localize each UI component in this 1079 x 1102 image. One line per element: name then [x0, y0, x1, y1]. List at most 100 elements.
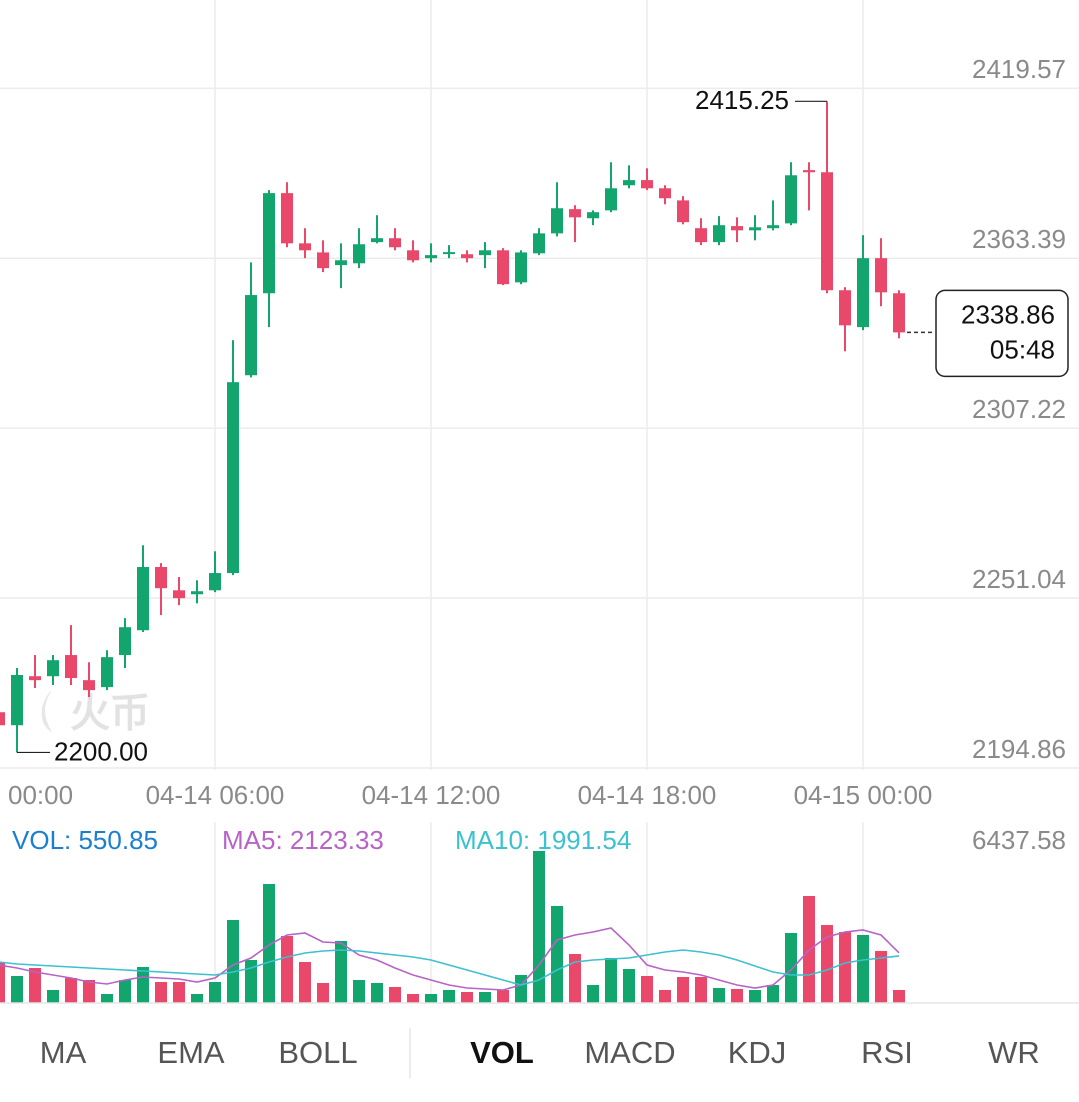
indicator-tab[interactable]: KDJ: [728, 1035, 787, 1070]
volume-bar: [749, 989, 761, 1003]
candle-body: [281, 193, 293, 244]
candle-body: [47, 660, 59, 677]
volume-bar: [11, 976, 23, 1003]
volume-bar: [569, 954, 581, 1003]
volume-bar: [461, 991, 473, 1003]
volume-bar: [785, 932, 797, 1003]
volume-bar: [371, 983, 383, 1003]
low-marker-label: 2200.00: [54, 736, 148, 766]
candle-body: [821, 172, 833, 291]
candle-body: [479, 250, 491, 256]
volume-bar: [101, 994, 113, 1003]
candle-body: [317, 252, 329, 269]
candle-body: [695, 228, 707, 243]
y-tick-label: 2307.22: [972, 394, 1066, 424]
volume-bar: [443, 989, 455, 1003]
candle-body: [155, 567, 167, 589]
volume-bar: [227, 920, 239, 1003]
legend-entry: MA5: 2123.33: [222, 825, 384, 855]
last-price-box: [935, 289, 1069, 378]
indicator-tab[interactable]: BOLL: [278, 1035, 357, 1070]
volume-bar: [317, 983, 329, 1003]
candle-body: [425, 255, 437, 259]
candle-body: [389, 238, 401, 248]
volume-bar: [839, 932, 851, 1003]
volume-bar: [83, 980, 95, 1003]
y-tick-label: 2363.39: [972, 224, 1066, 254]
y-tick-label: 6437.58: [972, 825, 1066, 855]
volume-bar: [191, 994, 203, 1003]
grid: [0, 0, 1079, 1003]
volume-bar: [407, 994, 419, 1003]
volume-bar: [29, 968, 41, 1003]
volume-bar: [389, 986, 401, 1003]
countdown-label: 05:48: [990, 334, 1055, 364]
volume-bar: [65, 977, 77, 1003]
indicator-tab[interactable]: VOL: [470, 1035, 534, 1070]
candle-body: [497, 250, 509, 285]
volume-bar: [119, 980, 131, 1003]
volume-bar: [353, 980, 365, 1003]
x-tick-label: 00:00: [8, 780, 73, 810]
volume-bar: [641, 976, 653, 1003]
volume-bar: [551, 906, 563, 1003]
candle-body: [839, 290, 851, 326]
candle-body: [335, 260, 347, 266]
watermark-logo: [41, 690, 52, 732]
volume-bar: [821, 925, 833, 1003]
volume-bar: [731, 988, 743, 1003]
candle-body: [191, 591, 203, 595]
candle-body: [407, 250, 419, 261]
indicator-tab[interactable]: RSI: [861, 1035, 913, 1070]
ma-line: [0, 927, 900, 991]
indicator-tab[interactable]: MA: [40, 1035, 87, 1070]
candle-body: [173, 590, 185, 599]
high-marker-label: 2415.25: [695, 85, 789, 115]
indicator-tab[interactable]: MACD: [584, 1035, 675, 1070]
volume-bar: [173, 982, 185, 1003]
volume-bar: [137, 966, 149, 1003]
candle-body: [11, 675, 23, 726]
candle-body: [101, 657, 113, 688]
candle-body: [569, 209, 581, 218]
candle-body: [605, 188, 617, 211]
volume-bar: [425, 994, 437, 1003]
candle-body: [371, 238, 383, 243]
candle-body: [137, 567, 149, 631]
indicator-tab[interactable]: WR: [988, 1035, 1040, 1070]
volume-bar: [0, 962, 5, 1003]
volume-bar: [497, 989, 509, 1003]
x-tick-label: 04-15 00:00: [794, 780, 933, 810]
candle-body: [515, 252, 527, 283]
volume-bar: [533, 851, 545, 1003]
candle-body: [623, 180, 635, 186]
legend-entry: VOL: 550.85: [12, 825, 158, 855]
volume-bar: [695, 977, 707, 1003]
x-tick-label: 04-14 18:00: [578, 780, 717, 810]
candle-body: [767, 225, 779, 229]
candle-body: [245, 295, 257, 376]
candle-body: [659, 188, 671, 199]
volume-bar: [155, 982, 167, 1003]
volume-bar: [875, 951, 887, 1003]
candle-body: [461, 254, 473, 259]
candle-body: [875, 258, 887, 293]
volume-bar: [335, 940, 347, 1003]
candle-body: [893, 293, 905, 333]
y-tick-label: 2194.86: [972, 734, 1066, 764]
candle-body: [299, 243, 311, 251]
candles: [0, 101, 905, 753]
volume-bar: [623, 968, 635, 1003]
candle-body: [0, 712, 5, 726]
volume-bar: [479, 991, 491, 1003]
candle-body: [227, 382, 239, 574]
volume-bar: [677, 977, 689, 1003]
indicator-tab[interactable]: EMA: [157, 1035, 225, 1070]
volume-bar: [281, 936, 293, 1003]
candle-body: [749, 227, 761, 231]
candle-body: [857, 258, 869, 328]
candle-body: [119, 627, 131, 656]
candle-body: [29, 676, 41, 681]
x-tick-label: 04-14 12:00: [362, 780, 501, 810]
candle-body: [785, 175, 797, 224]
